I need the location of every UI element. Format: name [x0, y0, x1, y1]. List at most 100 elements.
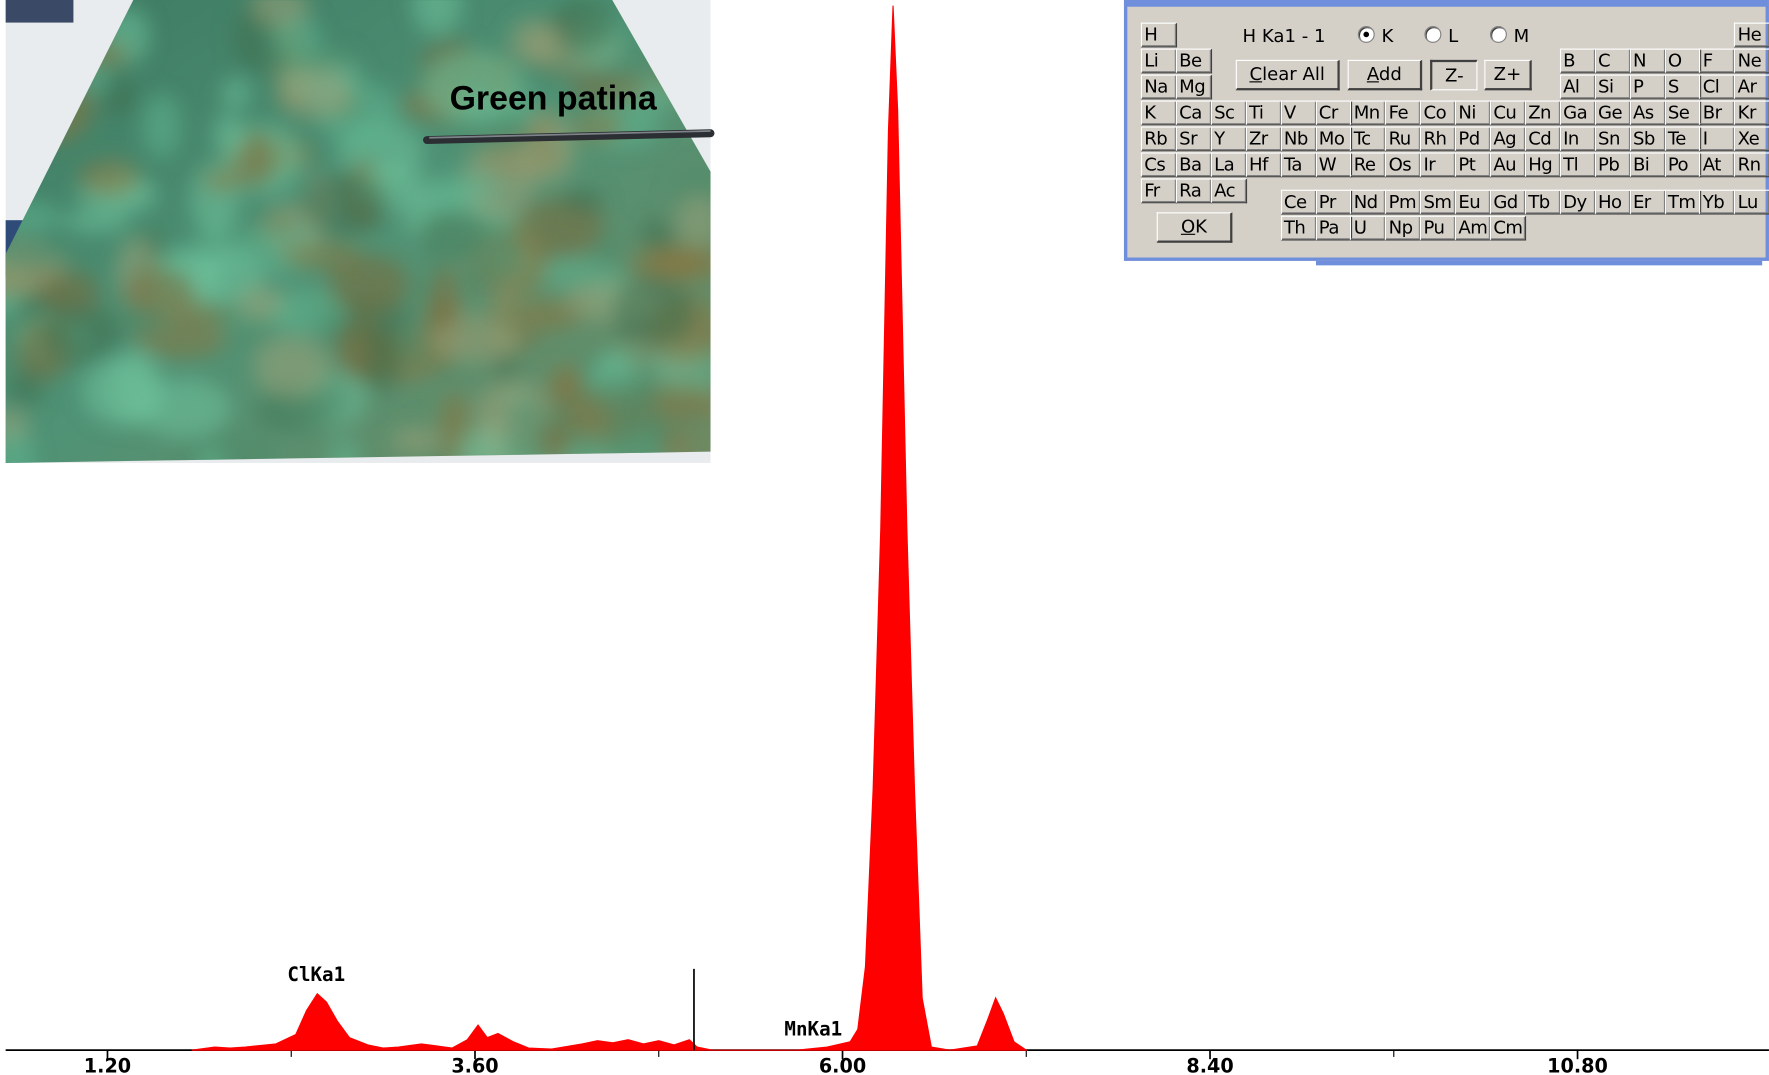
element-button[interactable]: Hf — [1246, 152, 1282, 177]
element-button[interactable]: C — [1595, 49, 1631, 74]
element-button[interactable]: Sb — [1630, 126, 1666, 151]
element-button[interactable]: Ho — [1595, 190, 1631, 215]
element-button[interactable]: Tb — [1525, 190, 1561, 215]
element-button[interactable]: B — [1560, 49, 1596, 74]
element-button[interactable]: Mn — [1350, 100, 1386, 125]
element-button[interactable]: Nd — [1350, 190, 1386, 215]
element-button[interactable]: P — [1630, 75, 1666, 100]
element-button[interactable]: Sn — [1595, 126, 1631, 151]
element-button[interactable]: Te — [1664, 126, 1700, 151]
element-button[interactable]: Ac — [1211, 178, 1247, 203]
element-button[interactable]: In — [1560, 126, 1596, 151]
element-button[interactable]: Xe — [1734, 126, 1769, 151]
element-button[interactable]: Ce — [1281, 190, 1317, 215]
element-button[interactable]: V — [1281, 100, 1317, 125]
element-button[interactable]: Os — [1385, 152, 1421, 177]
element-button[interactable]: Rh — [1420, 126, 1456, 151]
element-button[interactable]: Gd — [1490, 190, 1526, 215]
element-button[interactable]: Np — [1385, 216, 1421, 241]
element-button[interactable]: Tc — [1350, 126, 1386, 151]
element-button[interactable]: Cu — [1490, 100, 1526, 125]
element-button[interactable]: Pu — [1420, 216, 1456, 241]
element-button[interactable]: Bi — [1630, 152, 1666, 177]
element-button[interactable]: Sc — [1211, 100, 1247, 125]
element-button[interactable]: W — [1315, 152, 1351, 177]
element-button[interactable]: Ba — [1176, 152, 1212, 177]
element-button[interactable]: H — [1141, 23, 1177, 48]
element-button[interactable]: Cr — [1315, 100, 1351, 125]
dialog-button[interactable]: Clear All — [1236, 60, 1340, 90]
element-button[interactable]: Pt — [1455, 152, 1491, 177]
element-button[interactable]: Zr — [1246, 126, 1282, 151]
element-button[interactable]: Co — [1420, 100, 1456, 125]
element-button[interactable]: As — [1630, 100, 1666, 125]
element-button[interactable]: Ta — [1281, 152, 1317, 177]
dialog-button[interactable]: Z+ — [1484, 60, 1531, 90]
element-button[interactable]: Ra — [1176, 178, 1212, 203]
element-button[interactable]: Li — [1141, 49, 1177, 74]
element-button[interactable]: At — [1699, 152, 1735, 177]
dialog-button[interactable]: Z- — [1430, 60, 1477, 90]
element-button[interactable]: Am — [1455, 216, 1491, 241]
element-button[interactable]: Th — [1281, 216, 1317, 241]
element-button[interactable]: Se — [1664, 100, 1700, 125]
element-button[interactable]: Ga — [1560, 100, 1596, 125]
element-button[interactable]: Re — [1350, 152, 1386, 177]
element-button[interactable]: Na — [1141, 75, 1177, 100]
element-button[interactable]: Y — [1211, 126, 1247, 151]
element-button[interactable]: S — [1664, 75, 1700, 100]
element-button[interactable]: Pd — [1455, 126, 1491, 151]
element-button[interactable]: Ir — [1420, 152, 1456, 177]
element-button[interactable]: Dy — [1560, 190, 1596, 215]
element-button[interactable]: Ag — [1490, 126, 1526, 151]
element-button[interactable]: Cd — [1525, 126, 1561, 151]
element-button[interactable]: La — [1211, 152, 1247, 177]
element-button[interactable]: Ar — [1734, 75, 1769, 100]
element-button[interactable]: Pr — [1315, 190, 1351, 215]
element-button[interactable]: Ru — [1385, 126, 1421, 151]
element-button[interactable]: O — [1664, 49, 1700, 74]
element-button[interactable]: Cm — [1490, 216, 1526, 241]
dialog-button[interactable]: Add — [1348, 60, 1423, 90]
element-button[interactable]: Lu — [1734, 190, 1769, 215]
element-button[interactable]: F — [1699, 49, 1735, 74]
element-button[interactable]: Mo — [1315, 126, 1351, 151]
element-button[interactable]: Ne — [1734, 49, 1769, 74]
element-button[interactable]: U — [1350, 216, 1386, 241]
element-button[interactable]: Ca — [1176, 100, 1212, 125]
element-button[interactable]: Cl — [1699, 75, 1735, 100]
element-button[interactable]: Er — [1630, 190, 1666, 215]
element-button[interactable]: Ge — [1595, 100, 1631, 125]
element-button[interactable]: Tl — [1560, 152, 1596, 177]
element-button[interactable]: Yb — [1699, 190, 1735, 215]
element-button[interactable]: N — [1630, 49, 1666, 74]
element-button[interactable]: Sm — [1420, 190, 1456, 215]
element-button[interactable]: Hg — [1525, 152, 1561, 177]
element-button[interactable]: Rn — [1734, 152, 1769, 177]
element-button[interactable]: Fr — [1141, 178, 1177, 203]
ok-button[interactable]: OK — [1157, 212, 1233, 242]
element-button[interactable]: Pm — [1385, 190, 1421, 215]
radio-button[interactable] — [1358, 26, 1375, 43]
element-button[interactable]: Tm — [1664, 190, 1700, 215]
element-button[interactable]: Sr — [1176, 126, 1212, 151]
element-button[interactable]: Pa — [1315, 216, 1351, 241]
element-button[interactable]: Cs — [1141, 152, 1177, 177]
element-button[interactable]: I — [1699, 126, 1735, 151]
element-button[interactable]: Nb — [1281, 126, 1317, 151]
element-button[interactable]: He — [1734, 23, 1769, 48]
element-button[interactable]: Al — [1560, 75, 1596, 100]
radio-button[interactable] — [1424, 26, 1441, 43]
element-button[interactable]: Mg — [1176, 75, 1212, 100]
element-button[interactable]: Fe — [1385, 100, 1421, 125]
element-button[interactable]: Be — [1176, 49, 1212, 74]
element-button[interactable]: Pb — [1595, 152, 1631, 177]
element-button[interactable]: Au — [1490, 152, 1526, 177]
radio-button[interactable] — [1490, 26, 1507, 43]
element-button[interactable]: Kr — [1734, 100, 1769, 125]
element-button[interactable]: Rb — [1141, 126, 1177, 151]
element-button[interactable]: Br — [1699, 100, 1735, 125]
element-button[interactable]: Zn — [1525, 100, 1561, 125]
element-button[interactable]: K — [1141, 100, 1177, 125]
element-button[interactable]: Si — [1595, 75, 1631, 100]
